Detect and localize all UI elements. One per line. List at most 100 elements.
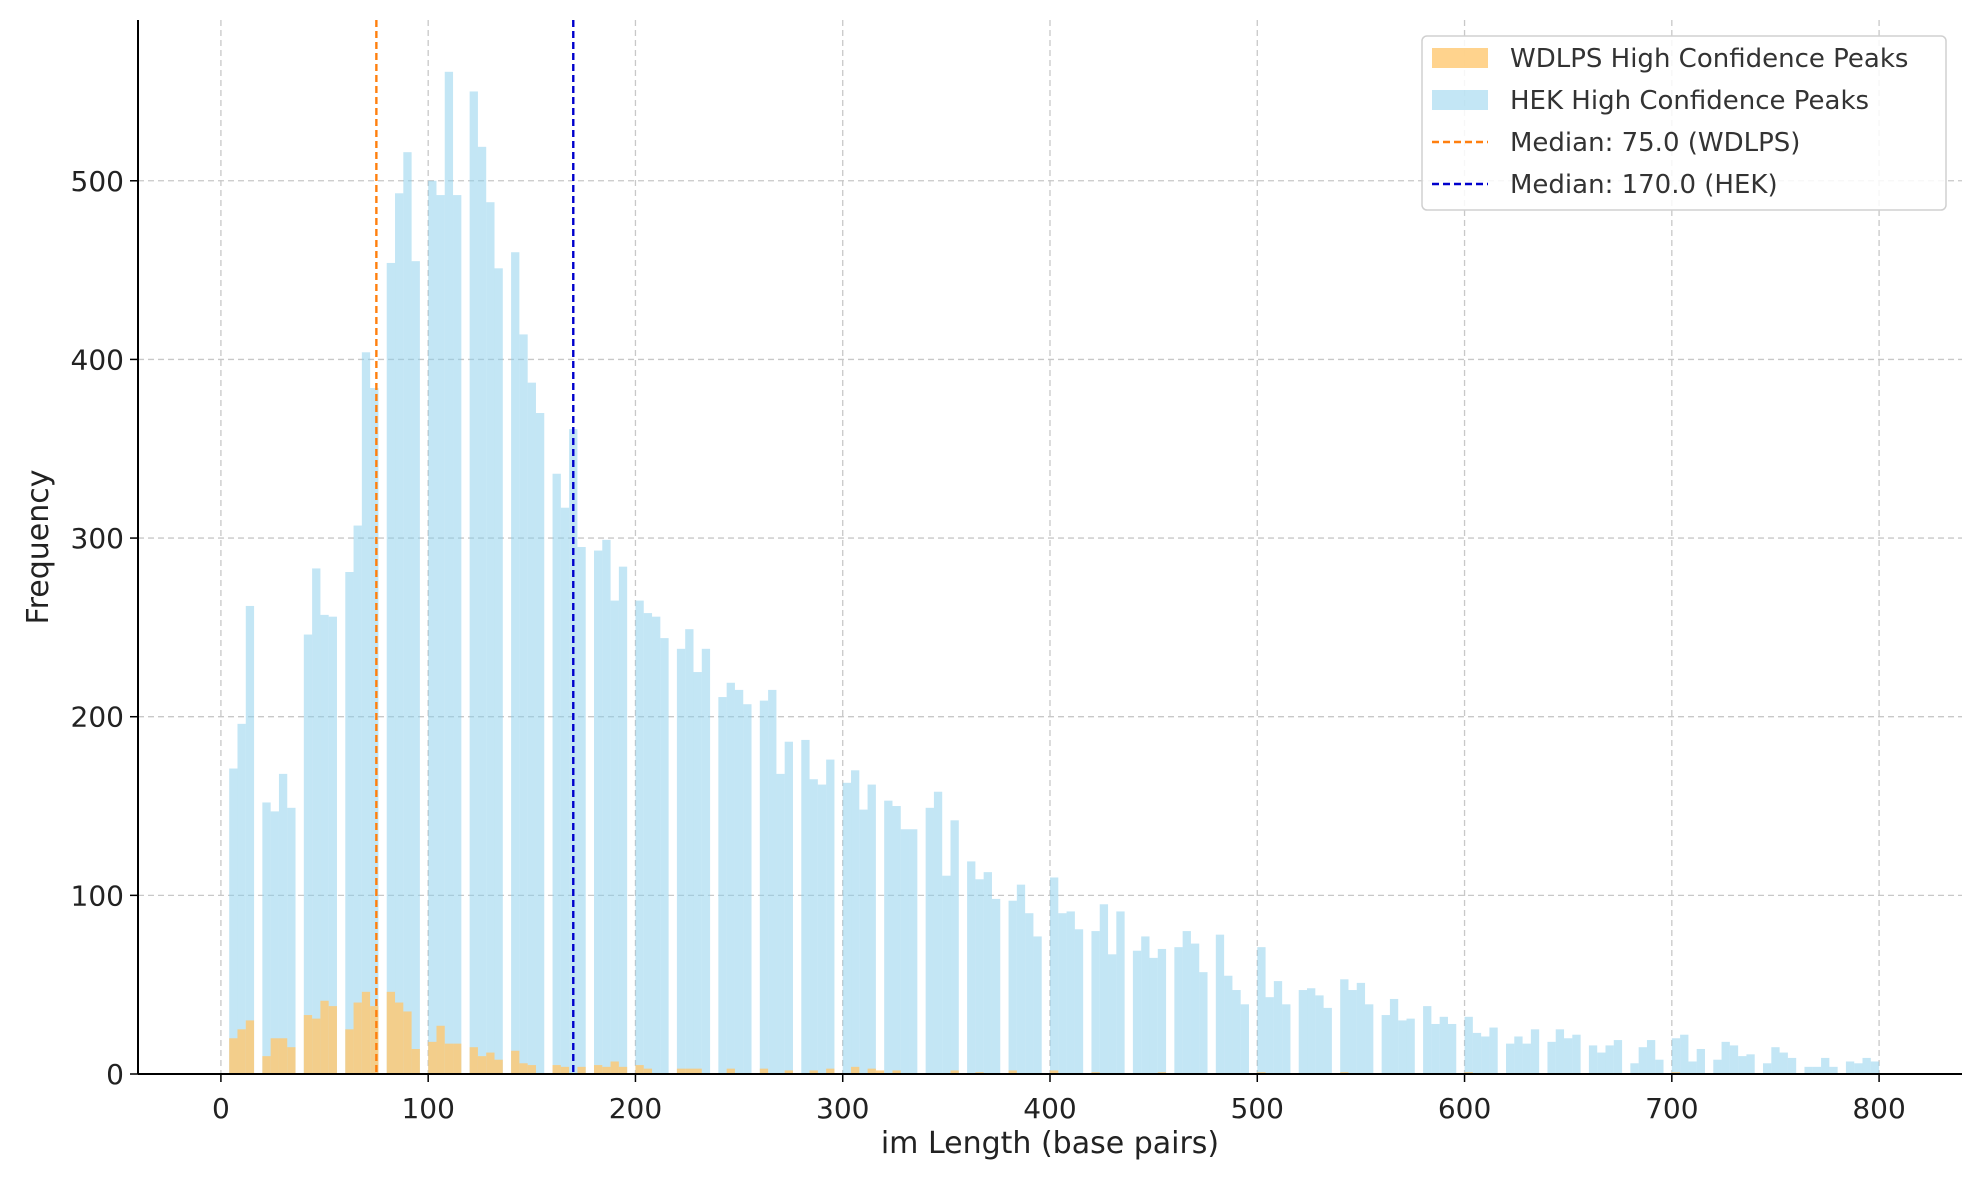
bar [1099, 904, 1109, 1074]
bar [444, 1043, 454, 1074]
y-tick-label: 0 [106, 1058, 124, 1091]
bar [1572, 1034, 1581, 1074]
bar [1199, 972, 1208, 1074]
bar [560, 507, 570, 1074]
bar [328, 616, 337, 1074]
bar [867, 1068, 876, 1074]
bar [859, 809, 868, 1074]
bar [1273, 981, 1283, 1074]
bars [229, 71, 1880, 1075]
bar [618, 1066, 628, 1074]
bar [1862, 1057, 1871, 1074]
bar [1439, 1016, 1448, 1074]
bar [1174, 947, 1183, 1074]
bar [320, 1000, 329, 1074]
bar [577, 547, 586, 1074]
bar [759, 1068, 769, 1074]
bar [1597, 1052, 1606, 1074]
bar [610, 1061, 619, 1074]
bar [486, 202, 495, 1075]
bar [1713, 1059, 1722, 1074]
bar [1564, 1038, 1573, 1074]
y-axis-title: Frequency [21, 470, 56, 625]
bar [1547, 1041, 1556, 1074]
bar [411, 261, 420, 1074]
bar [1680, 1034, 1689, 1074]
bar [353, 525, 362, 1074]
bar [643, 1068, 653, 1074]
bar [1406, 1018, 1415, 1074]
bar [395, 193, 404, 1075]
bar [303, 634, 313, 1074]
x-tick-label: 600 [1438, 1092, 1491, 1125]
bar [287, 1047, 296, 1074]
bar [925, 807, 934, 1074]
bar [875, 1070, 885, 1074]
bar [1008, 1070, 1017, 1074]
bar [361, 352, 371, 1074]
bar [1522, 1043, 1531, 1074]
bar [320, 614, 329, 1074]
bar [1845, 1061, 1855, 1074]
bar [353, 1002, 362, 1074]
bar [817, 784, 827, 1074]
bar [469, 1047, 478, 1074]
bar [759, 700, 769, 1074]
bar [411, 1048, 420, 1074]
bar [1555, 1029, 1565, 1074]
bar [428, 1041, 437, 1074]
bar [535, 413, 545, 1074]
bar [527, 1065, 536, 1074]
bar [909, 829, 918, 1074]
bar [1646, 1040, 1656, 1074]
bar [652, 616, 661, 1074]
bar [428, 180, 437, 1074]
bar [1771, 1047, 1780, 1074]
bar [403, 1011, 412, 1074]
bar [734, 689, 744, 1074]
bar [1050, 877, 1059, 1074]
bar [262, 802, 271, 1074]
bar [743, 704, 752, 1074]
bar [1157, 948, 1167, 1074]
bar [809, 1070, 818, 1074]
bar [1190, 943, 1200, 1074]
bar [933, 791, 943, 1074]
bar [245, 1020, 255, 1074]
legend-label: Median: 170.0 (HEK) [1510, 170, 1778, 200]
bar [1630, 1063, 1639, 1074]
bar [1389, 998, 1399, 1074]
legend-swatch [1432, 90, 1488, 110]
bar [1008, 900, 1017, 1074]
bar [1423, 1006, 1432, 1074]
bar [594, 550, 603, 1074]
bar [892, 806, 901, 1074]
bar [1365, 1004, 1374, 1074]
legend-item: HEK High Confidence Peaks [1432, 86, 1869, 116]
x-axis-ticks: 0 100 200 300 400 500 600 700 800 [212, 1074, 1906, 1125]
bar [1506, 1043, 1515, 1074]
bar [1132, 950, 1142, 1074]
bar [361, 991, 371, 1074]
bar [1530, 1029, 1540, 1074]
bar [726, 682, 735, 1074]
bar [552, 1065, 561, 1074]
bar [1746, 1054, 1755, 1074]
bar [1763, 1063, 1772, 1074]
bar [1215, 934, 1225, 1074]
y-tick-label: 400 [71, 343, 124, 376]
bar [328, 1006, 337, 1074]
bar [1240, 1004, 1249, 1074]
bar [950, 1070, 959, 1074]
bar [1066, 911, 1075, 1074]
bar [685, 1068, 694, 1074]
bar [1472, 1032, 1482, 1074]
bar [1514, 1036, 1523, 1074]
y-tick-label: 100 [71, 879, 124, 912]
bar [660, 638, 669, 1074]
bar [602, 1066, 611, 1074]
bar [453, 195, 462, 1075]
bar [594, 1065, 603, 1074]
x-tick-label: 100 [401, 1092, 454, 1125]
x-tick-label: 500 [1231, 1092, 1284, 1125]
